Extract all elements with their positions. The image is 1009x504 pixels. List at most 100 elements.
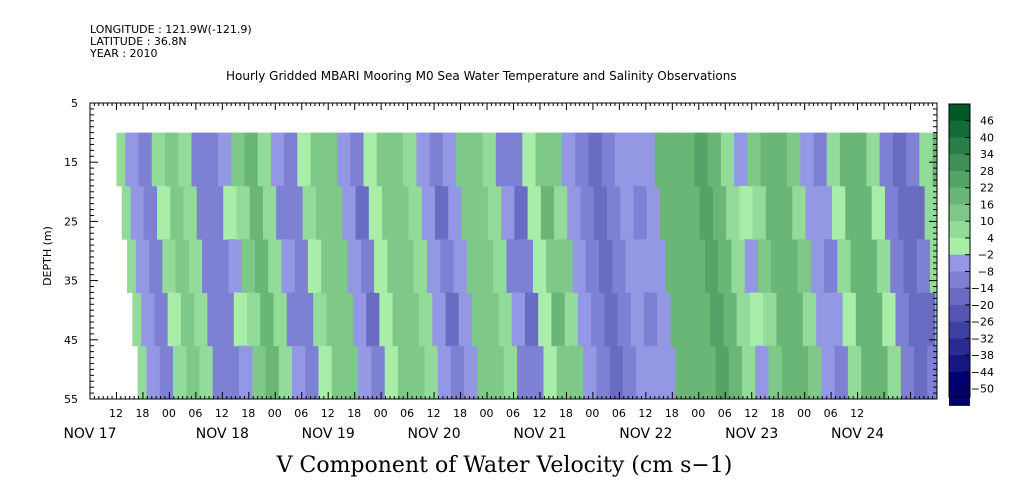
heatmap-cell — [932, 132, 937, 187]
heatmap-cell — [850, 239, 865, 293]
heatmap-cell — [739, 185, 754, 240]
heatmap-cell — [858, 185, 873, 240]
heatmap-cell — [601, 132, 616, 187]
colorbar-label: 4 — [987, 232, 994, 245]
x-tick-label: 00 — [374, 407, 388, 420]
x-day-label: NOV 24 — [831, 426, 884, 442]
heatmap-cell — [485, 292, 500, 347]
heatmap-cell — [313, 292, 328, 347]
heatmap-cell — [755, 345, 770, 399]
heatmap-cell — [472, 292, 486, 347]
colorbar-label: −20 — [971, 299, 994, 312]
colorbar-label: 40 — [980, 131, 994, 144]
colorbar-bin — [949, 154, 970, 172]
colorbar-label: 28 — [980, 165, 994, 178]
y-axis-label: DEPTH (m) — [41, 226, 54, 286]
colorbar-label: 34 — [980, 148, 994, 161]
heatmap-cell — [448, 185, 463, 240]
x-day-label: NOV 18 — [196, 426, 249, 442]
heatmap-cell — [429, 132, 444, 187]
x-tick-label: 12 — [215, 407, 229, 420]
heatmap-cell — [900, 345, 915, 399]
heatmap-cell — [337, 132, 351, 187]
heatmap-cell — [442, 132, 457, 187]
heatmap-cell — [387, 239, 402, 293]
heatmap-cell — [132, 292, 142, 347]
heatmap-cell — [384, 345, 399, 399]
heatmap-cell — [826, 132, 841, 187]
heatmap-cell — [138, 132, 153, 187]
y-tick-label: 55 — [64, 393, 78, 406]
heatmap-cell — [265, 345, 280, 399]
heatmap-cell — [141, 292, 156, 347]
heatmap-cell — [638, 239, 653, 293]
heatmap-cell — [665, 239, 680, 293]
heatmap-cell — [382, 185, 396, 240]
heatmap-cell — [164, 132, 179, 187]
heatmap-cell — [315, 185, 330, 240]
heatmap-cell — [284, 132, 298, 187]
heatmap-cell — [474, 185, 489, 240]
heatmap-cell — [776, 292, 791, 347]
colorbar-bin — [949, 187, 970, 205]
heatmap-cell — [625, 239, 640, 293]
heatmap-cell — [445, 292, 460, 347]
heatmap-cell — [548, 132, 563, 187]
x-tick-label: 18 — [771, 407, 785, 420]
heatmap-cell — [628, 132, 643, 187]
heatmap-cell — [278, 345, 293, 399]
heatmap-cell — [765, 185, 780, 240]
heatmap-cell — [784, 239, 799, 293]
heatmap-cell — [797, 239, 812, 293]
heatmap-cell — [853, 132, 868, 187]
colorbar-bin — [949, 304, 970, 323]
x-tick-label: 06 — [188, 407, 202, 420]
heatmap-cell — [416, 132, 431, 187]
heatmap-cell — [855, 292, 870, 347]
heatmap-cell — [540, 185, 555, 240]
colorbar-label: −8 — [978, 265, 994, 278]
heatmap-cell — [355, 185, 370, 240]
heatmap-cell — [368, 185, 383, 240]
heatmap-cell — [927, 345, 937, 399]
heatmap-cell — [236, 185, 251, 240]
heatmap-cell — [763, 292, 778, 347]
heatmap-cell — [374, 239, 388, 293]
colorbar-label: −50 — [971, 383, 994, 396]
heatmap-cell — [503, 345, 518, 399]
heatmap-cell — [842, 292, 857, 347]
heatmap-cell — [649, 345, 664, 399]
heatmap-cell — [151, 132, 166, 187]
heatmap-cell — [779, 185, 793, 240]
colorbar-label: −32 — [971, 332, 994, 345]
heatmap-cell — [202, 239, 216, 293]
heatmap-cell — [495, 132, 510, 187]
heatmap-cell — [519, 239, 534, 293]
heatmap-cell — [434, 185, 449, 240]
heatmap-cell — [172, 345, 187, 399]
heatmap-cell — [644, 292, 658, 347]
heatmap-cell — [731, 239, 746, 293]
heatmap-cell — [607, 185, 621, 240]
heatmap-cell — [620, 185, 635, 240]
colorbar-label: 46 — [980, 115, 994, 128]
heatmap-cell — [728, 345, 743, 399]
heatmap-cell — [707, 132, 722, 187]
heatmap-cell — [344, 345, 359, 399]
heatmap-cell — [652, 239, 666, 293]
heatmap-cell — [800, 132, 815, 187]
colorbar-label: 10 — [980, 215, 994, 228]
heatmap-cell — [906, 132, 920, 187]
x-tick-label: 00 — [797, 407, 811, 420]
heatmap-cell — [781, 345, 796, 399]
x-tick-label: 00 — [585, 407, 599, 420]
heatmap-cell — [599, 239, 613, 293]
latitude-label: LATITUDE : 36.8N — [90, 35, 187, 48]
heatmap-cell — [654, 132, 669, 187]
heatmap-cell — [659, 185, 674, 240]
heatmap-cell — [413, 239, 428, 293]
heatmap-cell — [877, 239, 891, 293]
heatmap-cell — [162, 239, 177, 293]
heatmap-cell — [562, 132, 576, 187]
y-tick-label: 15 — [64, 156, 78, 169]
